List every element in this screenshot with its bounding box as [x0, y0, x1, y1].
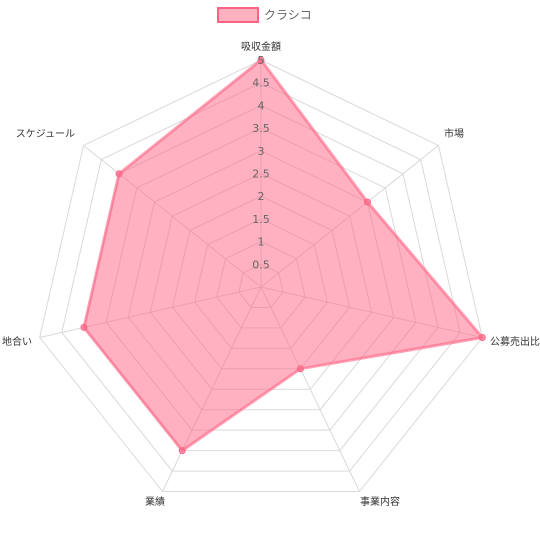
data-point-6[interactable]	[115, 170, 123, 178]
data-point-5[interactable]	[80, 323, 88, 331]
tick-label-8: 4.5	[252, 77, 270, 90]
grid-ring-9	[39, 59, 483, 493]
axis-label-4: 業績	[145, 495, 165, 508]
legend-label: クラシコ	[264, 8, 312, 22]
legend-swatch	[217, 7, 259, 23]
axis-label-6: スケジュール	[16, 128, 75, 140]
tick-label-4: 2.5	[252, 168, 270, 181]
axis-label-1: 市場	[444, 127, 464, 140]
axis-label-3: 事業内容	[360, 495, 400, 508]
radial-tick-labels: 0.5 1 1.5 2 2.5 3 3.5 4 4.5 5	[252, 54, 270, 271]
series-area-0	[82, 58, 484, 453]
legend[interactable]: クラシコ	[217, 7, 312, 23]
tick-label-3: 2	[258, 190, 265, 203]
data-point-2[interactable]	[478, 334, 486, 342]
tick-label-9: 5	[258, 54, 265, 67]
tick-label-5: 3	[258, 145, 265, 158]
data-point-3[interactable]	[296, 365, 304, 373]
tick-label-2: 1.5	[252, 213, 270, 226]
data-point-0[interactable]	[257, 56, 265, 64]
axis-label-2: 公募売出比	[490, 335, 540, 348]
series-layer	[80, 56, 486, 455]
tick-label-1: 1	[258, 236, 265, 249]
grid-ring-8	[61, 82, 461, 472]
tick-label-7: 4	[258, 99, 265, 112]
tick-label-0: 0.5	[252, 258, 270, 271]
data-point-1[interactable]	[363, 198, 371, 206]
tick-label-6: 3.5	[252, 122, 270, 135]
axis-label-5: 地合い	[2, 335, 32, 348]
axis-label-0: 吸収金額	[241, 40, 281, 53]
data-point-4[interactable]	[178, 447, 186, 455]
